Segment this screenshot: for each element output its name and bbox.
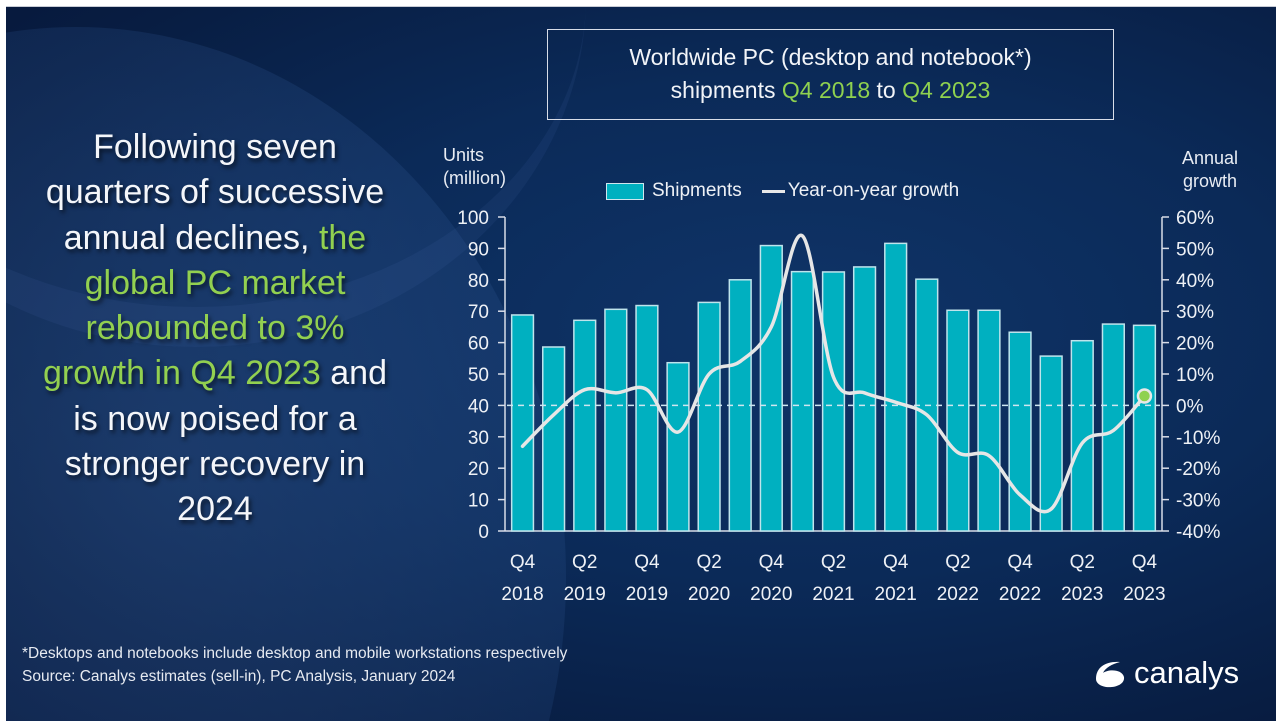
headline-white-1: Following seven quarters of successive a…: [45, 128, 385, 257]
footnote-definition: *Desktops and notebooks include desktop …: [22, 645, 568, 662]
chart-title-box: Worldwide PC (desktop and notebook*) shi…: [547, 29, 1114, 120]
x-tick-label-quarter: Q2: [1070, 552, 1095, 573]
slide: [6, 6, 1276, 721]
x-tick-label-quarter: Q4: [883, 552, 909, 573]
canalys-logo: canalys: [1092, 655, 1239, 691]
bar-q1-2019: [542, 346, 566, 532]
y-tick-label: 40: [468, 396, 489, 417]
y2-tick-label: 60%: [1176, 208, 1214, 229]
x-tick-label-year: 2023: [1061, 584, 1103, 605]
x-tick-label-quarter: Q4: [1007, 552, 1033, 573]
bar-q3-2022: [977, 309, 1001, 532]
y2-tick-label: -10%: [1176, 428, 1220, 449]
bar-q2-2021: [821, 271, 846, 532]
bar-q2-2020: [697, 301, 721, 532]
y2-tick-label: 10%: [1176, 365, 1214, 386]
growth-highlight-point: [1136, 388, 1153, 404]
y2-tick-label: 20%: [1176, 334, 1214, 355]
x-tick-label-quarter: Q4: [1132, 552, 1158, 573]
bar-q4-2023: [1132, 324, 1157, 532]
bar-q4-2018: [510, 314, 535, 532]
legend-swatch-growth: [761, 189, 785, 193]
y2-axis-title: Annual growth: [1181, 148, 1239, 191]
bar-q4-2019: [635, 304, 659, 532]
x-tick-label-quarter: Q4: [634, 552, 660, 573]
x-tick-label-year: 2021: [875, 584, 917, 605]
legend-label-shipments: Shipments: [652, 180, 742, 201]
y-tick-label: 80: [468, 271, 489, 292]
x-tick-label-quarter: Q2: [696, 552, 721, 573]
bar-q4-2021: [884, 242, 908, 532]
bar-q1-2020: [666, 361, 690, 532]
chart-title-line2: shipments Q4 2018 to Q4 2023: [670, 77, 991, 103]
y-tick-label: 90: [468, 239, 489, 260]
headline-white-2: and is now poised for a stronger recover…: [64, 354, 388, 529]
y-tick-label: 20: [468, 459, 489, 480]
y2-tick-label: -20%: [1176, 459, 1220, 480]
y-tick-label: 10: [468, 491, 489, 512]
bar-q3-2019: [604, 308, 628, 532]
chart-title-line1: Worldwide PC (desktop and notebook*): [629, 44, 1032, 70]
x-tick-label-quarter: Q4: [759, 552, 785, 573]
legend-label-growth: Year-on-year growth: [787, 180, 960, 201]
y2-tick-label: 40%: [1176, 271, 1214, 292]
y-tick-label: 30: [468, 428, 489, 449]
x-tick-label-year: 2023: [1123, 584, 1165, 605]
chart-legend: Shipments Year-on-year growth: [606, 180, 959, 202]
headline-text: Following seven quarters of successive a…: [30, 125, 400, 533]
x-tick-label-year: 2019: [564, 584, 606, 605]
x-tick-label-year: 2019: [626, 584, 668, 605]
bar-q2-2019: [573, 319, 597, 532]
title-start-period: Q4 2018: [781, 77, 871, 103]
y2-tick-label: 50%: [1176, 239, 1214, 260]
bar-q4-2022: [1008, 331, 1032, 532]
x-tick-label-year: 2020: [750, 584, 792, 605]
x-tick-label-year: 2021: [812, 584, 854, 605]
growth-line: [520, 233, 1147, 514]
x-tick-label-year: 2018: [501, 584, 543, 605]
x-tick-label-quarter: Q2: [821, 552, 846, 573]
x-tick-label-quarter: Q4: [510, 552, 536, 573]
y-tick-label: 0: [478, 522, 489, 543]
y2-tick-label: -40%: [1176, 522, 1220, 543]
canalys-logo-icon: [1096, 661, 1125, 688]
bar-q1-2023: [1039, 355, 1063, 532]
y2-tick-label: -30%: [1176, 491, 1220, 512]
title-end-period: Q4 2023: [902, 77, 991, 103]
bar-q1-2021: [790, 270, 815, 532]
y-tick-label: 50: [468, 365, 489, 386]
y2-tick-label: 0%: [1176, 396, 1204, 417]
bar-q3-2021: [852, 266, 877, 532]
bar-q3-2023: [1101, 323, 1125, 532]
legend-swatch-shipments: [606, 182, 644, 200]
footnote-source: Source: Canalys estimates (sell-in), PC …: [22, 668, 456, 685]
bar-q4-2020: [759, 244, 783, 532]
headline-highlight: the global PC market rebounded to 3% gro…: [42, 218, 367, 393]
y-axis-title: Units (million): [443, 145, 506, 188]
y-tick-label: 70: [468, 302, 489, 323]
y2-tick-label: 30%: [1176, 302, 1214, 323]
x-tick-label-quarter: Q2: [945, 552, 970, 573]
canalys-wordmark: canalys: [1134, 655, 1240, 690]
y-tick-label: 60: [468, 334, 489, 355]
x-tick-label-year: 2022: [999, 584, 1041, 605]
y-tick-label: 100: [457, 208, 489, 229]
x-tick-label-year: 2020: [688, 584, 730, 605]
x-tick-label-year: 2022: [937, 584, 979, 605]
bar-q2-2022: [946, 309, 970, 532]
x-tick-label-quarter: Q2: [572, 552, 597, 573]
